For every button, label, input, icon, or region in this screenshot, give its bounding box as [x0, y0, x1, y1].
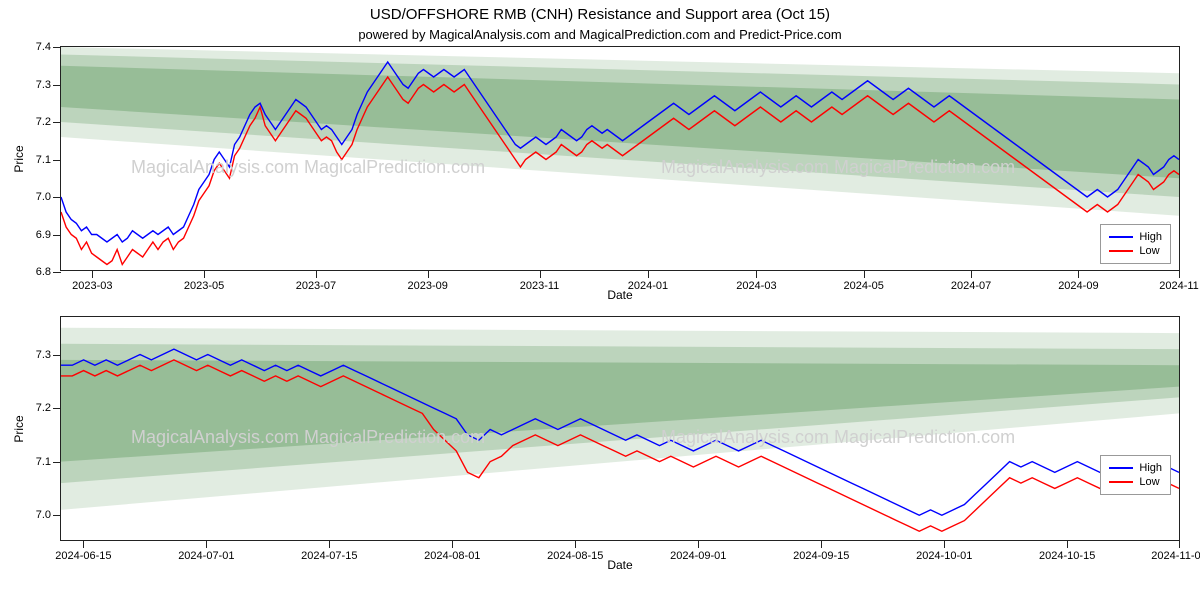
legend-swatch-high [1109, 467, 1133, 469]
x-axis-label: Date [607, 558, 632, 572]
legend-label-low: Low [1139, 245, 1159, 257]
y-tick-label: 7.1 [36, 154, 51, 166]
y-tick-label: 7.3 [36, 79, 51, 91]
x-tick-label: 2023-05 [184, 280, 224, 292]
y-tick-label: 7.2 [36, 116, 51, 128]
y-tick-label: 6.8 [36, 266, 51, 278]
y-axis-label: Price [12, 415, 26, 442]
legend-box: High Low [1100, 224, 1171, 264]
chart-svg [61, 47, 1179, 272]
legend-item-low: Low [1109, 476, 1162, 488]
y-tick-label: 7.0 [36, 509, 51, 521]
legend-item-high: High [1109, 231, 1162, 243]
chart-title: USD/OFFSHORE RMB (CNH) Resistance and Su… [0, 6, 1200, 23]
y-tick-label: 7.0 [36, 191, 51, 203]
chart-svg [61, 317, 1179, 542]
x-tick-label: 2024-07-15 [301, 550, 357, 562]
x-tick-label: 2023-09 [408, 280, 448, 292]
legend-swatch-low [1109, 481, 1133, 483]
legend-item-low: Low [1109, 245, 1162, 257]
y-axis-label: Price [12, 145, 26, 172]
x-tick-label: 2024-06-15 [55, 550, 111, 562]
legend-item-high: High [1109, 462, 1162, 474]
y-tick-label: 7.1 [36, 456, 51, 468]
x-tick-label: 2024-01 [628, 280, 668, 292]
legend-swatch-low [1109, 250, 1133, 252]
legend-label-high: High [1139, 462, 1162, 474]
y-tick-label: 6.9 [36, 229, 51, 241]
chart-subtitle: powered by MagicalAnalysis.com and Magic… [0, 27, 1200, 42]
x-tick-label: 2024-10-01 [916, 550, 972, 562]
x-tick-label: 2024-03 [736, 280, 776, 292]
x-tick-label: 2024-08-15 [547, 550, 603, 562]
x-tick-label: 2024-07-01 [178, 550, 234, 562]
x-tick-label: 2024-10-15 [1039, 550, 1095, 562]
chart-panel-top: Price Date MagicalAnalysis.com MagicalPr… [60, 46, 1180, 271]
x-tick-label: 2023-11 [520, 280, 560, 292]
y-tick-label: 7.3 [36, 349, 51, 361]
x-tick-label: 2024-09-01 [670, 550, 726, 562]
x-tick-label: 2024-09 [1058, 280, 1098, 292]
x-tick-label: 2024-05 [844, 280, 884, 292]
legend-swatch-high [1109, 236, 1133, 238]
x-tick-label: 2024-08-01 [424, 550, 480, 562]
x-tick-label: 2024-11-01 [1151, 550, 1200, 562]
legend-box: High Low [1100, 455, 1171, 495]
x-tick-label: 2023-07 [296, 280, 336, 292]
legend-label-high: High [1139, 231, 1162, 243]
x-tick-label: 2024-11 [1159, 280, 1199, 292]
y-tick-label: 7.4 [36, 41, 51, 53]
x-tick-label: 2024-09-15 [793, 550, 849, 562]
x-tick-label: 2024-07 [951, 280, 991, 292]
x-tick-label: 2023-03 [72, 280, 112, 292]
legend-label-low: Low [1139, 476, 1159, 488]
y-tick-label: 7.2 [36, 402, 51, 414]
chart-panel-bottom: Price Date MagicalAnalysis.com MagicalPr… [60, 316, 1180, 541]
